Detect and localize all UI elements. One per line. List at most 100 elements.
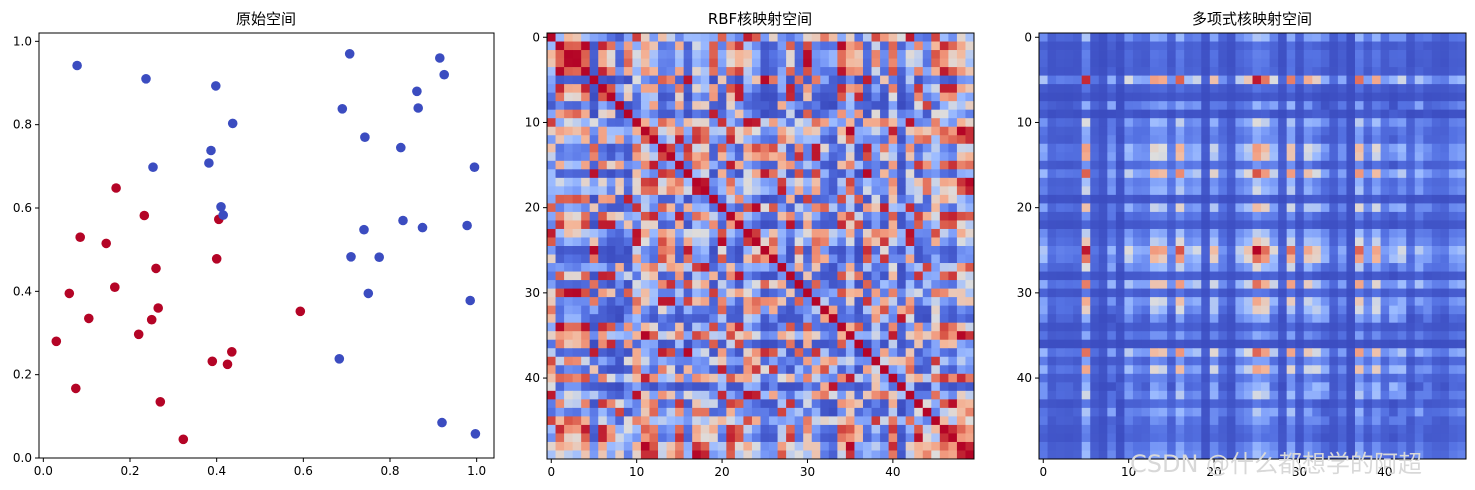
heatmap-cell <box>1132 101 1142 111</box>
heatmap-cell <box>939 254 949 264</box>
heatmap-cell <box>811 135 821 145</box>
heatmap-cell <box>1107 135 1117 145</box>
heatmap-cell <box>811 177 821 187</box>
heatmap-cell <box>1132 118 1142 128</box>
heatmap-cell <box>905 348 915 358</box>
heatmap-cell <box>589 424 599 434</box>
heatmap-cell <box>1175 152 1185 162</box>
heatmap-cell <box>914 382 924 392</box>
heatmap-cell <box>1303 211 1313 221</box>
heatmap-cell <box>1414 297 1424 307</box>
heatmap-cell <box>734 126 744 136</box>
heatmap-cell <box>1389 263 1399 272</box>
heatmap-cell <box>1295 433 1305 443</box>
heatmap-cell <box>1107 220 1117 230</box>
heatmap-cell <box>658 271 667 281</box>
heatmap-cell <box>1039 390 1048 400</box>
heatmap-cell <box>1132 228 1142 238</box>
heatmap-cell <box>956 58 966 68</box>
heatmap-cell <box>1329 348 1339 358</box>
heatmap-cell <box>922 41 932 51</box>
heatmap-cell <box>726 280 736 289</box>
heatmap-cell <box>854 416 864 426</box>
heatmap-cell <box>1278 407 1288 417</box>
heatmap-cell <box>1303 305 1313 315</box>
heatmap-cell <box>743 322 753 332</box>
heatmap-cell <box>649 297 659 307</box>
heatmap-cell <box>828 118 838 128</box>
heatmap-cell <box>1073 271 1083 281</box>
heatmap-cell <box>692 441 702 451</box>
heatmap-cell <box>1150 237 1159 247</box>
heatmap-cell <box>1320 41 1330 51</box>
heatmap-cell <box>811 416 821 426</box>
heatmap-cell <box>1107 399 1117 409</box>
heatmap-cell <box>1098 254 1108 264</box>
heatmap-cell <box>1457 297 1467 307</box>
heatmap-cell <box>1150 33 1159 42</box>
heatmap-cell <box>803 84 813 94</box>
heatmap-cell <box>1107 160 1117 170</box>
heatmap-cell <box>965 263 975 272</box>
heatmap-cell <box>1218 84 1228 94</box>
heatmap-cell <box>760 288 770 298</box>
heatmap-cell <box>564 92 574 102</box>
heatmap-cell <box>726 67 736 76</box>
heatmap-cell <box>1397 160 1407 170</box>
heatmap-cell <box>589 237 599 247</box>
heatmap-cell <box>1235 331 1245 341</box>
heatmap-cell <box>1158 58 1168 68</box>
heatmap-cell <box>692 288 702 298</box>
heatmap-cell <box>1423 33 1433 42</box>
heatmap-cell <box>709 84 719 94</box>
heatmap-cell <box>1115 365 1125 375</box>
heatmap-cell <box>1115 322 1125 332</box>
heatmap-cell <box>1457 194 1467 204</box>
heatmap-cell <box>1423 331 1433 341</box>
heatmap-cell <box>1440 399 1450 409</box>
heatmap-cell <box>1141 169 1151 179</box>
heatmap-cell <box>751 399 761 409</box>
heatmap-cell <box>1226 211 1236 221</box>
heatmap-cell <box>897 373 907 383</box>
heatmap-cell <box>751 246 761 255</box>
heatmap-cell <box>880 254 889 264</box>
heatmap-cell <box>1141 399 1151 409</box>
heatmap-cell <box>1167 211 1177 221</box>
heatmap-cell <box>623 373 633 383</box>
heatmap-cell <box>1286 246 1296 255</box>
heatmap-cell <box>1261 41 1270 51</box>
heatmap-cell <box>922 152 932 162</box>
heatmap-cell <box>581 314 591 324</box>
heatmap-cell <box>1354 67 1364 76</box>
heatmap-cell <box>854 382 864 392</box>
heatmap-cell <box>1141 143 1151 153</box>
heatmap-cell <box>564 135 574 145</box>
heatmap-cell <box>1440 101 1450 111</box>
heatmap-cell <box>905 424 915 434</box>
heatmap-cell <box>854 263 864 272</box>
heatmap-cell <box>939 118 949 128</box>
heatmap-cell <box>615 254 625 264</box>
heatmap-cell <box>734 33 744 42</box>
heatmap-cell <box>1150 424 1159 434</box>
heatmap-cell <box>1235 220 1245 230</box>
heatmap-cell <box>751 382 761 392</box>
heatmap-cell <box>1167 288 1177 298</box>
heatmap-cell <box>1158 331 1168 341</box>
heatmap-cell <box>1312 118 1322 128</box>
heatmap-cell <box>1414 237 1424 247</box>
heatmap-cell <box>820 41 830 51</box>
heatmap-cell <box>1090 433 1100 443</box>
heatmap-cell <box>1457 135 1467 145</box>
heatmap-cell <box>871 135 881 145</box>
heatmap-cell <box>820 280 830 289</box>
heatmap-cell <box>564 441 574 451</box>
heatmap-cell <box>1175 433 1185 443</box>
heatmap-cell <box>1389 67 1399 76</box>
heatmap-cell <box>1346 263 1356 272</box>
heatmap-cell <box>1337 84 1347 94</box>
heatmap-cell <box>1115 237 1125 247</box>
heatmap-cell <box>1064 348 1074 358</box>
heatmap-cell <box>1329 228 1339 238</box>
